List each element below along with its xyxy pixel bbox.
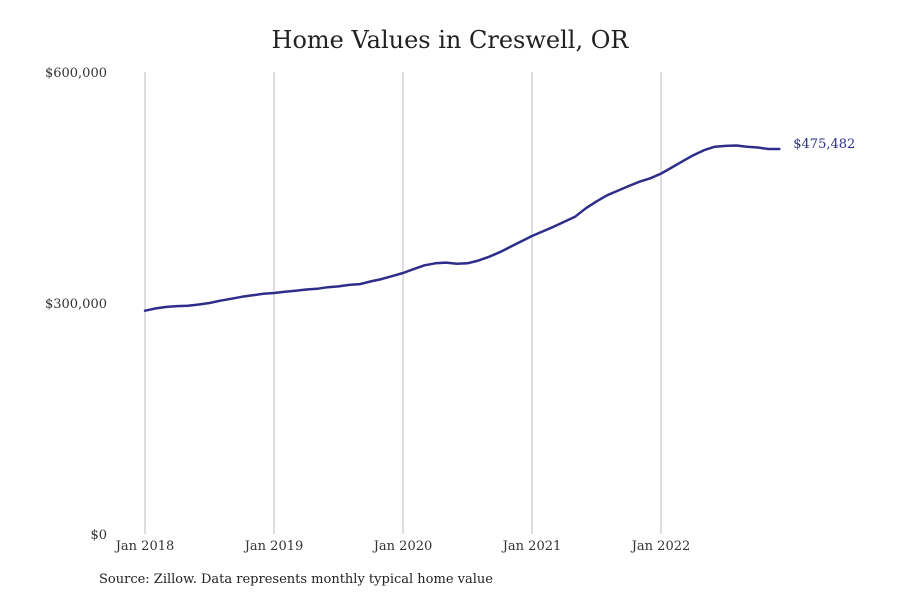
y-axis-tick-labels: $0 $300,000 $600,000 [45,66,107,543]
y-tick-label: $600,000 [45,66,107,81]
y-tick-label: $0 [90,528,107,543]
x-tick-label: Jan 2019 [243,539,304,554]
x-tick-label: Jan 2020 [372,539,433,554]
source-note: Source: Zillow. Data represents monthly … [99,572,493,587]
x-tick-label: Jan 2022 [630,539,691,554]
end-value-label: $475,482 [793,137,855,152]
home-value-line [143,144,781,312]
x-tick-label: Jan 2018 [114,539,175,554]
vertical-gridlines [144,72,662,534]
x-tick-label: Jan 2021 [501,539,562,554]
x-axis-tick-labels: Jan 2018 Jan 2019 Jan 2020 Jan 2021 Jan 2022 [114,539,691,554]
y-tick-label: $300,000 [45,297,107,312]
chart-title: Home Values in Creswell, OR [271,26,629,54]
